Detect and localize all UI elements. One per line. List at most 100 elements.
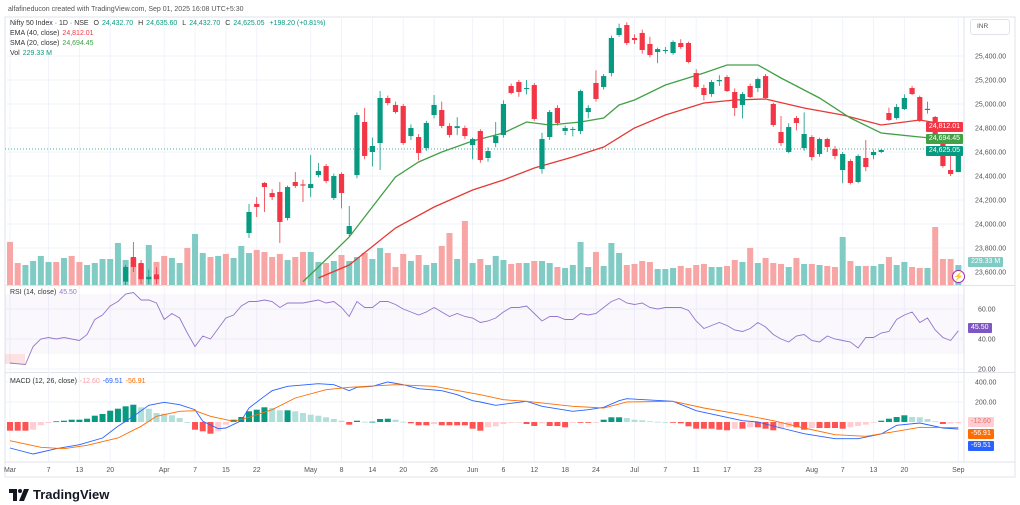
time-axis-label: 7 bbox=[47, 467, 51, 474]
volume-bar bbox=[816, 265, 823, 285]
macd-histogram-bar bbox=[107, 410, 114, 422]
candle-body bbox=[385, 98, 391, 104]
brand-name: TradingView bbox=[33, 487, 110, 502]
symbol-name[interactable]: Nifty 50 Index · 1D · NSE bbox=[10, 20, 89, 27]
macd-histogram-bar bbox=[778, 422, 784, 429]
close-label: C bbox=[225, 20, 231, 27]
volume-bar bbox=[207, 257, 214, 285]
candle-body bbox=[840, 154, 846, 170]
time-axis-label: 13 bbox=[870, 467, 878, 474]
macd-histogram-bar bbox=[546, 422, 553, 426]
macd-histogram-bar bbox=[839, 422, 846, 429]
candle-body bbox=[439, 110, 445, 126]
tradingview-logo[interactable]: TradingView bbox=[9, 487, 109, 502]
candle-body bbox=[701, 88, 707, 95]
volume-bar bbox=[253, 249, 260, 285]
volume-bar bbox=[924, 267, 931, 285]
time-axis-label: Aug bbox=[806, 467, 819, 474]
vol-label: Vol bbox=[10, 50, 20, 57]
volume-bar bbox=[731, 259, 738, 285]
macd-histogram-bar bbox=[199, 422, 206, 432]
candle-body bbox=[446, 125, 453, 135]
tradingview-logo-icon bbox=[9, 488, 29, 501]
candle-body bbox=[924, 108, 931, 110]
rsi-axis-label: 60.00 bbox=[978, 307, 996, 314]
volume-bar bbox=[168, 257, 175, 285]
volume-bar bbox=[461, 221, 468, 285]
candle-body bbox=[955, 148, 961, 173]
volume-legend[interactable]: Vol 229.33 M bbox=[10, 50, 55, 58]
macd-histogram-bar bbox=[222, 422, 229, 425]
volume-bar bbox=[22, 265, 29, 285]
macd-histogram-bar bbox=[469, 422, 476, 429]
volume-bar bbox=[831, 267, 838, 285]
macd-histogram-bar bbox=[670, 422, 677, 423]
volume-bar bbox=[855, 265, 862, 285]
macd-histogram-bar bbox=[423, 422, 430, 426]
volume-bar bbox=[847, 261, 854, 285]
macd-histogram-bar bbox=[816, 422, 823, 428]
macd-histogram-bar bbox=[99, 414, 106, 422]
volume-bar bbox=[531, 261, 538, 285]
volume-bar bbox=[469, 263, 476, 285]
candle-body bbox=[408, 128, 414, 137]
ema-legend[interactable]: EMA (40, close) 24,812.01 bbox=[10, 30, 97, 38]
macd-histogram-bar bbox=[731, 422, 738, 429]
price-axis-label: 24,400.00 bbox=[975, 174, 1006, 181]
candle-body bbox=[685, 43, 692, 62]
candle-body bbox=[608, 38, 614, 74]
volume-bar bbox=[454, 259, 461, 285]
candle-body bbox=[917, 97, 923, 122]
macd-legend[interactable]: MACD (12, 26, close) -12.60 -69.51 -56.91 bbox=[10, 378, 149, 386]
lightning-icon[interactable]: ⚡ bbox=[952, 270, 965, 283]
volume-bar bbox=[261, 251, 268, 285]
macd-histogram-bar bbox=[577, 422, 584, 423]
macd-histogram-bar bbox=[446, 422, 453, 426]
volume-bar bbox=[870, 265, 877, 285]
candle-body bbox=[454, 126, 460, 128]
candle-body bbox=[392, 104, 399, 113]
macd-histogram-bar bbox=[824, 422, 831, 428]
macd-histogram-bar bbox=[91, 415, 98, 422]
price-axis-label: 24,200.00 bbox=[975, 198, 1006, 205]
macd-line bbox=[9, 381, 959, 455]
volume-bar bbox=[423, 265, 430, 285]
volume-bar bbox=[230, 257, 237, 285]
volume-bar bbox=[60, 257, 67, 285]
macd-histogram-bar bbox=[901, 415, 908, 422]
candle-body bbox=[670, 41, 676, 53]
macd-histogram-bar bbox=[639, 420, 646, 422]
volume-bar bbox=[45, 261, 52, 285]
ema-price-badge: 24,812.01 bbox=[925, 122, 963, 132]
candle-body bbox=[254, 203, 260, 207]
candle-body bbox=[362, 122, 368, 156]
volume-bar bbox=[616, 253, 623, 285]
candle-body bbox=[300, 184, 306, 186]
volume-bar bbox=[631, 263, 638, 285]
volume-bar bbox=[307, 251, 314, 285]
volume-bar bbox=[885, 257, 892, 285]
rsi-axis-label: 40.00 bbox=[978, 337, 996, 344]
volume-bar bbox=[515, 263, 522, 285]
volume-badge: 229.33 M bbox=[968, 257, 1004, 267]
macd-histogram-bar bbox=[184, 422, 191, 423]
candle-body bbox=[631, 38, 638, 41]
macd-hist-value: -12.60 bbox=[79, 378, 100, 385]
currency-button[interactable]: INR bbox=[970, 19, 1010, 35]
sma-legend[interactable]: SMA (20, close) 24,694.45 bbox=[10, 40, 97, 48]
volume-bar bbox=[785, 267, 792, 285]
volume-bar bbox=[315, 261, 322, 285]
macd-histogram-bar bbox=[454, 422, 461, 426]
candle-body bbox=[762, 76, 769, 98]
rsi-legend[interactable]: RSI (14, close) 45.50 bbox=[10, 289, 80, 297]
volume-bar bbox=[592, 251, 599, 285]
macd-histogram-bar bbox=[662, 422, 669, 423]
macd-line-badge: -69.51 bbox=[968, 441, 994, 451]
candle-body bbox=[732, 92, 738, 108]
candle-body bbox=[346, 226, 352, 234]
macd-histogram-bar bbox=[84, 418, 91, 422]
volume-bar bbox=[724, 265, 731, 285]
time-axis-label: Mar bbox=[4, 467, 17, 474]
macd-histogram-bar bbox=[215, 422, 222, 432]
